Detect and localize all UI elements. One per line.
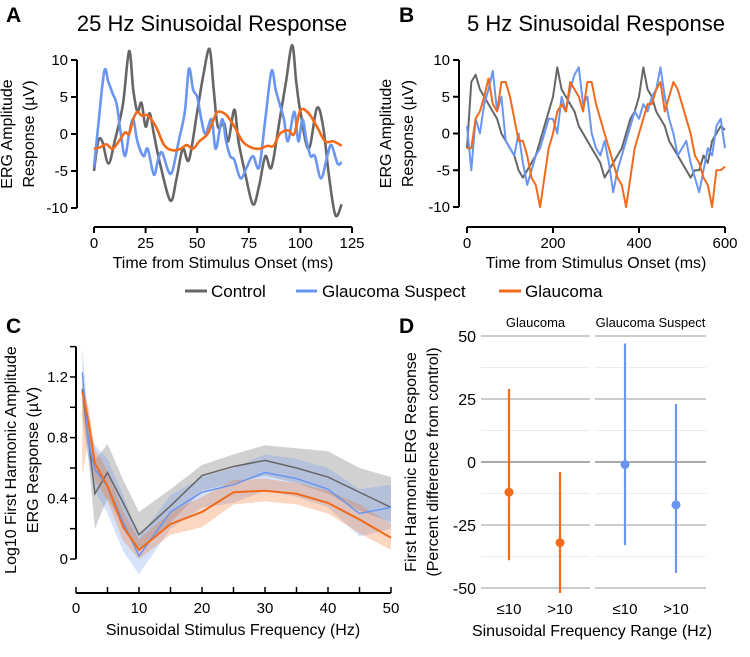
- x-axis-title: Sinusoidal Frequency Range (Hz): [472, 623, 712, 640]
- y-tick-label: 0: [442, 126, 450, 143]
- x-tick-label: 50: [189, 235, 206, 252]
- y-tick-label: 25: [458, 392, 476, 409]
- x-tick-label: 40: [320, 600, 337, 617]
- x-axis-title: Sinusoidal Stimulus Frequency (Hz): [106, 622, 360, 639]
- x-tick-label: 30: [257, 600, 274, 617]
- legend-label-glaucoma: Glaucoma: [525, 282, 603, 301]
- x-category-label: ≤10: [613, 601, 638, 618]
- ci-band-glaucoma-suspect: [82, 346, 392, 575]
- legend-label-control: Control: [211, 282, 266, 301]
- y-axis-title-line-1: Log10 First Harmonic Amplitude: [3, 346, 20, 574]
- panel-letter-a: A: [6, 4, 21, 27]
- y-axis-title-line-2: ERG Response (µV): [25, 387, 42, 533]
- y-tick-label: 10: [433, 52, 450, 69]
- y-tick-label: 0: [60, 126, 68, 143]
- series-line-glaucoma-suspect: [466, 66, 726, 194]
- y-tick-label: 0: [60, 551, 68, 568]
- y-axis-title-line-2: Response (µV): [21, 80, 38, 187]
- y-tick-label: 0: [467, 455, 476, 472]
- y-tick-label: 0.8: [47, 430, 68, 447]
- y-tick-label: -5: [55, 163, 68, 180]
- series-line-glaucoma: [81, 391, 392, 552]
- series-line-glaucoma: [93, 107, 343, 152]
- panel-c: 0 0.4 0.8 1.2 0 10 20 30 40 50 Sinusoidal Stimulus…: [3, 345, 400, 639]
- y-tick-label: 5: [442, 89, 450, 106]
- panel-letter-c: C: [6, 315, 21, 338]
- facet-label-glaucoma: Glaucoma: [506, 315, 566, 330]
- y-tick-label: 5: [60, 89, 68, 106]
- point-estimate-glaucoma-suspect: [620, 460, 630, 470]
- ci-band-control: [82, 376, 392, 550]
- point-estimate-glaucoma: [504, 487, 514, 497]
- y-axis-title-line-2: Response (µV): [400, 80, 417, 187]
- y-tick-label: -25: [453, 518, 476, 535]
- y-axis-title-line-2: (Percent difference from control): [425, 347, 442, 576]
- x-tick-label: 0: [463, 235, 471, 252]
- x-category-label: >10: [663, 601, 688, 618]
- point-estimate-glaucoma-suspect: [671, 500, 681, 510]
- y-tick-label: 1.2: [47, 369, 68, 386]
- y-tick-label: -10: [428, 199, 450, 216]
- x-tick-label: 200: [540, 235, 565, 252]
- x-tick-label: 0: [90, 235, 98, 252]
- panel-letter-d: D: [399, 315, 414, 338]
- x-category-label: ≤10: [497, 601, 522, 618]
- series-line-control: [81, 389, 392, 536]
- panel-b-title: 5 Hz Sinusoidal Response: [467, 11, 725, 36]
- series-line-glaucoma-suspect: [81, 372, 392, 558]
- series-line-glaucoma: [467, 77, 726, 208]
- y-tick-label: -5: [437, 162, 450, 179]
- x-axis-title: Time from Stimulus Onset (ms): [113, 255, 334, 272]
- y-tick-label: -10: [46, 200, 68, 217]
- panel-b: -10 -5 0 5 10 0 200 400 600 Time from Stimulus On…: [378, 52, 738, 272]
- x-tick-label: 20: [194, 600, 211, 617]
- legend-label-glaucoma-suspect: Glaucoma Suspect: [322, 282, 466, 301]
- series-line-control: [92, 43, 343, 218]
- x-category-label: >10: [547, 601, 572, 618]
- y-tick-label: 50: [458, 329, 476, 346]
- x-tick-label: 125: [339, 235, 364, 252]
- y-axis-title-line-1: ERG Amplitude: [378, 79, 395, 188]
- x-tick-label: 50: [383, 600, 400, 617]
- x-axis-title: Time from Stimulus Onset (ms): [486, 255, 707, 272]
- y-axis-title-line-1: First Harmonic ERG Response: [403, 352, 420, 572]
- x-tick-label: 25: [137, 235, 154, 252]
- x-tick-label: 100: [288, 235, 313, 252]
- y-tick-label: 10: [51, 52, 68, 69]
- x-tick-label: 10: [131, 600, 148, 617]
- panel-letter-b: B: [399, 4, 414, 27]
- panel-d: Glaucoma ≤10 >10 Glaucoma Suspect ≤10 >10 -50 -…: [403, 315, 712, 640]
- panel-a-title: 25 Hz Sinusoidal Response: [77, 11, 347, 36]
- y-tick-label: 0.4: [47, 490, 68, 507]
- point-estimate-glaucoma: [555, 538, 565, 548]
- facet-label-glaucoma-suspect: Glaucoma Suspect: [596, 315, 706, 330]
- y-tick-label: -50: [453, 581, 476, 598]
- x-tick-label: 600: [712, 235, 737, 252]
- legend: Control Glaucoma Suspect Glaucoma: [185, 282, 603, 301]
- y-axis-title-line-1: ERG Amplitude: [0, 79, 16, 188]
- x-tick-label: 75: [240, 235, 257, 252]
- x-tick-label: 0: [72, 600, 80, 617]
- x-tick-label: 400: [626, 235, 651, 252]
